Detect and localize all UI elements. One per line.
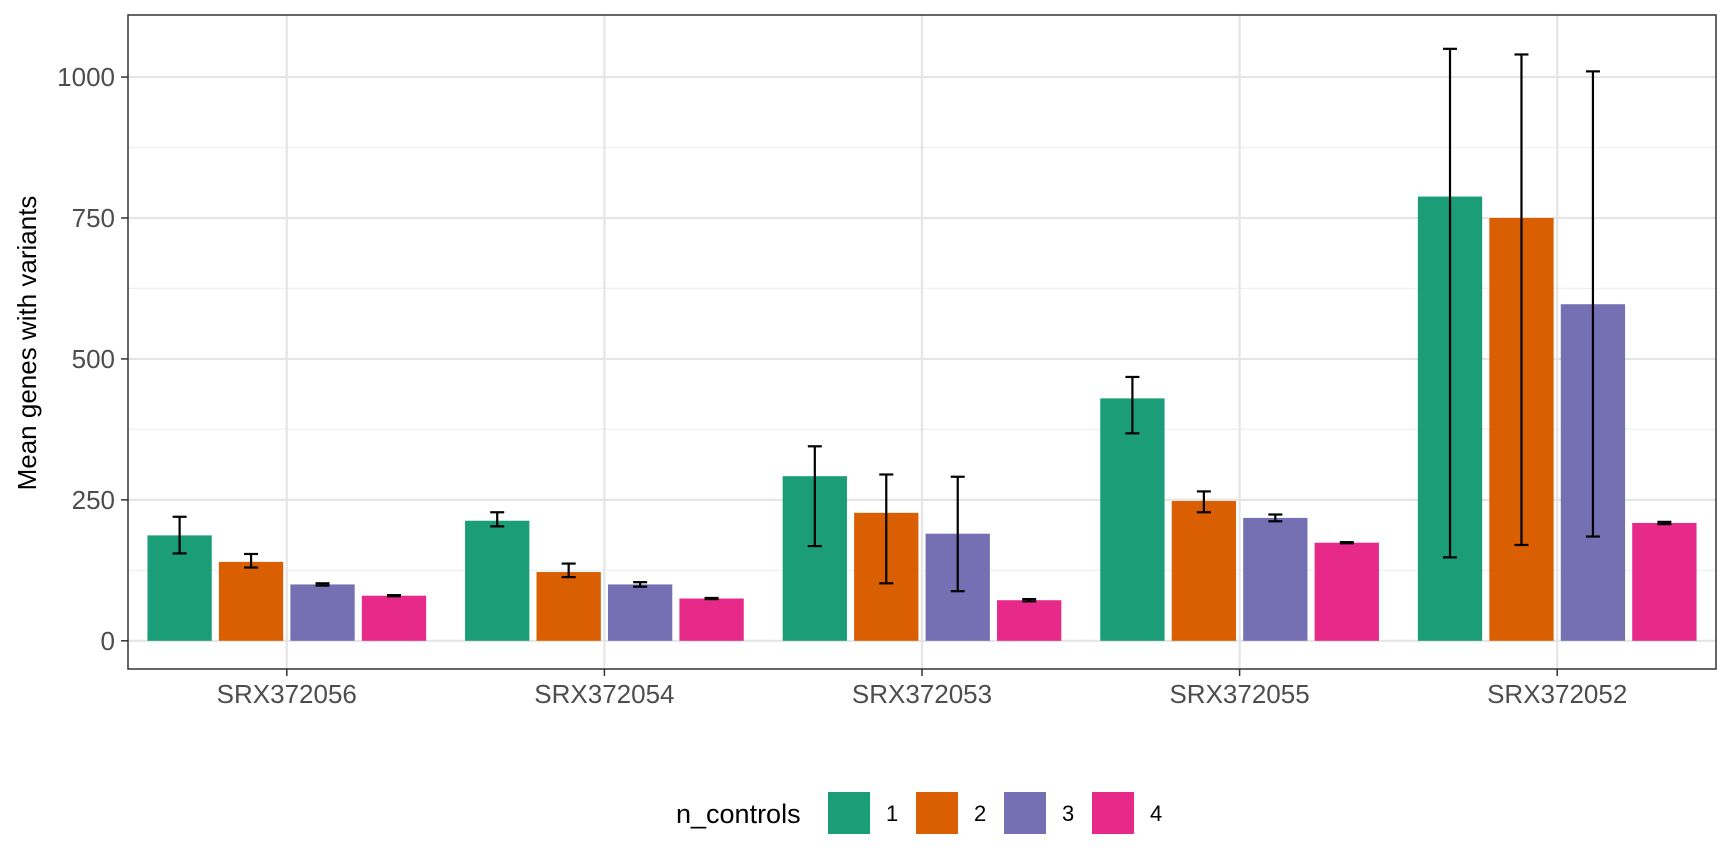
bar — [997, 600, 1062, 641]
y-tick-label: 1000 — [57, 62, 115, 92]
legend-label: 3 — [1062, 801, 1074, 826]
bar — [536, 572, 601, 641]
legend-key — [916, 792, 958, 834]
bar — [1632, 522, 1697, 641]
bar — [679, 598, 744, 641]
bar — [607, 584, 673, 641]
x-tick-label: SRX372056 — [217, 679, 357, 709]
legend-key — [1092, 792, 1134, 834]
legend-key — [1004, 792, 1046, 834]
bar — [1314, 542, 1379, 641]
legend-key — [828, 792, 870, 834]
x-tick-label: SRX372054 — [534, 679, 674, 709]
bar — [290, 584, 355, 641]
legend-title: n_controls — [676, 799, 801, 829]
legend: n_controls 1 2 3 4 — [676, 792, 1162, 834]
legend-label: 1 — [886, 801, 898, 826]
y-tick-label: 750 — [72, 203, 115, 233]
bar — [465, 520, 530, 641]
bar — [361, 595, 427, 641]
x-tick-label: SRX372055 — [1169, 679, 1309, 709]
bar — [1171, 500, 1237, 641]
y-tick-label: 0 — [101, 626, 115, 656]
bar — [1100, 398, 1165, 641]
y-tick-label: 250 — [72, 485, 115, 515]
bar — [1243, 517, 1308, 641]
y-tick-label: 500 — [72, 344, 115, 374]
x-tick-label: SRX372053 — [852, 679, 992, 709]
error-bars — [172, 47, 1672, 603]
y-axis-title: Mean genes with variants — [12, 196, 42, 491]
bar — [218, 561, 284, 641]
x-tick-label: SRX372052 — [1487, 679, 1627, 709]
legend-label: 2 — [974, 801, 986, 826]
axes: 0 250 500 750 1000 SRX372056 SRX372054 SRX37205… — [57, 62, 1627, 709]
legend-label: 4 — [1150, 801, 1162, 826]
